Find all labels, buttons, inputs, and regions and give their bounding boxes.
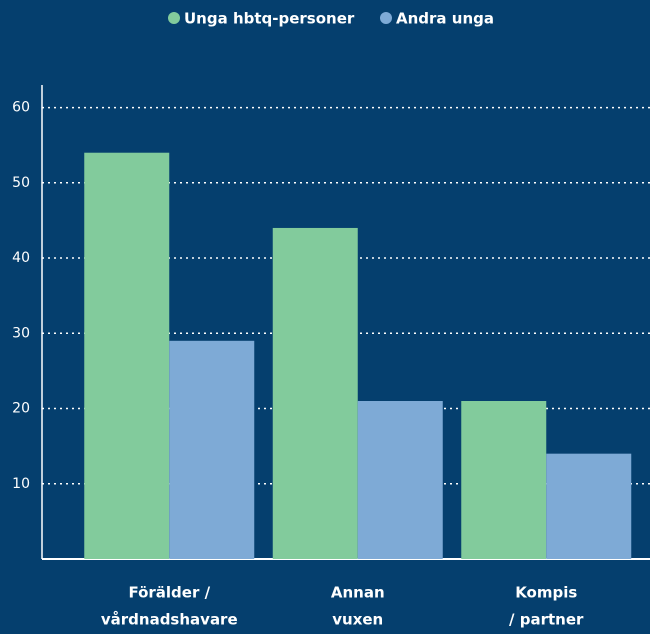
y-tick-label: 30 <box>12 325 30 341</box>
x-tick-label: Förälder / <box>128 584 210 602</box>
bar <box>357 401 443 559</box>
x-tick-label: vuxen <box>332 611 383 629</box>
x-tick-label: Annan <box>331 584 385 602</box>
legend-marker <box>168 12 180 24</box>
bar <box>272 227 358 559</box>
y-tick-label: 10 <box>12 476 30 492</box>
y-tick-label: 40 <box>12 250 30 266</box>
y-tick-label: 50 <box>12 175 30 191</box>
bar <box>84 152 170 559</box>
legend-label: Unga hbtq-personer <box>184 10 355 28</box>
legend-marker <box>380 12 392 24</box>
y-tick-label: 20 <box>12 401 30 417</box>
x-tick-label: Kompis <box>515 584 577 602</box>
y-tick-label: 60 <box>12 100 30 116</box>
bar <box>546 453 632 559</box>
x-tick-label: vårdnadshavare <box>101 611 238 629</box>
legend-label: Andra unga <box>396 10 494 28</box>
x-tick-label: / partner <box>509 611 584 629</box>
bar <box>461 401 547 559</box>
bar <box>169 340 255 559</box>
